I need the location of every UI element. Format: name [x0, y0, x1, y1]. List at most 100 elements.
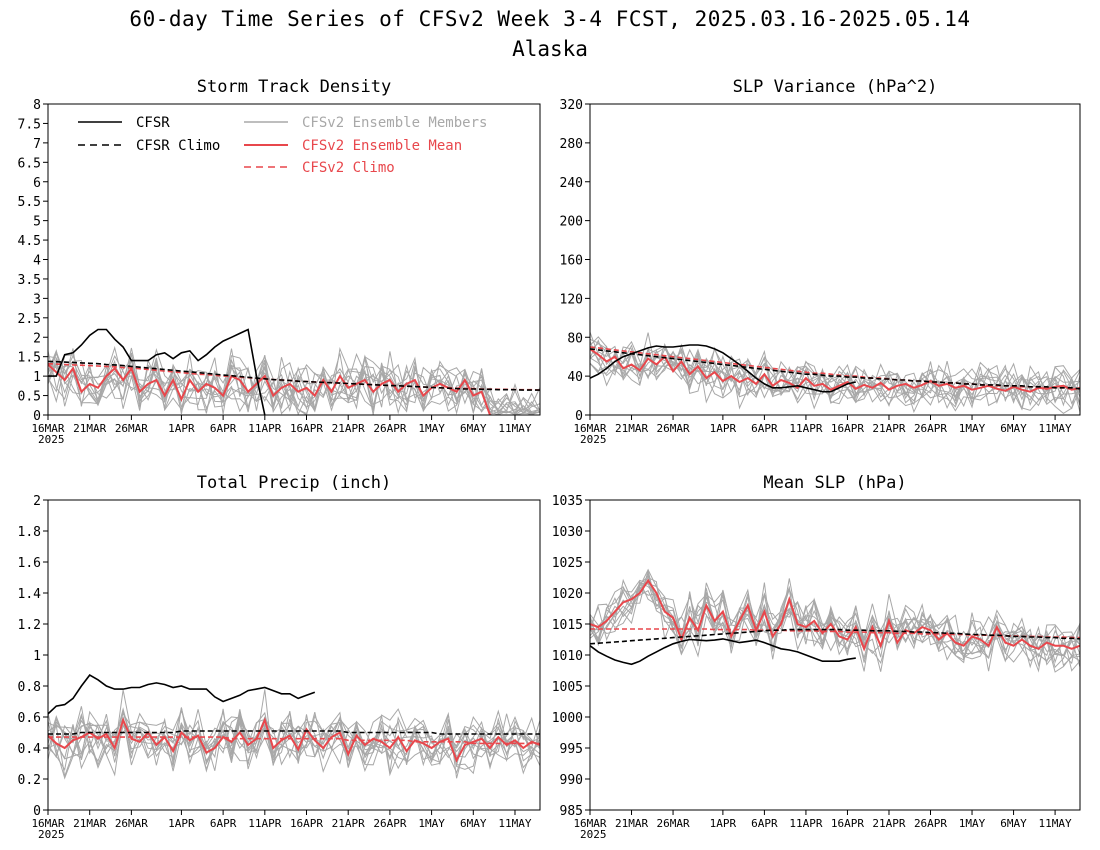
- x-tick-label: 21MAR: [615, 817, 648, 830]
- y-tick-label: 985: [560, 804, 583, 819]
- y-tick-label: 1005: [552, 680, 583, 695]
- y-tick-label: 2: [33, 331, 41, 346]
- y-tick-label: 1.2: [18, 618, 41, 633]
- ensemble-member-line: [48, 707, 540, 767]
- y-tick-label: 4.5: [18, 234, 41, 249]
- series-line-cfsr: [590, 638, 856, 666]
- y-tick-label: 320: [560, 98, 583, 113]
- y-tick-label: 6: [33, 176, 41, 191]
- x-tick-label: 16APR: [831, 817, 864, 830]
- x-tick-label: 16MAR: [573, 817, 606, 830]
- x-tick-label: 16APR: [290, 422, 323, 435]
- panel-title: SLP Variance (hPa^2): [733, 77, 938, 97]
- plot-frame: [47, 499, 541, 811]
- y-tick-label: 240: [560, 176, 583, 191]
- x-tick-label: 6APR: [210, 422, 237, 435]
- x-tick-label: 21APR: [332, 817, 365, 830]
- x-tick-label: 26MAR: [115, 422, 148, 435]
- y-tick-label: 1030: [552, 525, 583, 540]
- plot-area: [48, 674, 540, 780]
- ensemble-member-line: [48, 352, 540, 415]
- ensemble-member-line: [590, 572, 1080, 669]
- series-line-cfsr-climo: [48, 730, 540, 735]
- ensemble-member-line: [48, 712, 540, 780]
- x-tick-label: 6MAY: [1000, 817, 1027, 830]
- y-tick-label: 1.5: [18, 351, 41, 366]
- series-line-cfsr: [590, 344, 856, 393]
- x-tick-label: 1APR: [710, 422, 737, 435]
- legend-label-ens-mean: CFSv2 Ensemble Mean: [302, 138, 462, 154]
- x-tick-label: 16APR: [290, 817, 323, 830]
- series-line-ens-mean: [48, 363, 491, 415]
- x-tick-label: 11MAY: [498, 817, 531, 830]
- x-tick-label: 16APR: [831, 422, 864, 435]
- x-tick-label: 1APR: [168, 817, 195, 830]
- x-year-label: 2025: [580, 433, 607, 446]
- y-tick-label: 0.4: [18, 742, 42, 757]
- x-tick-label: 16MAR: [573, 422, 606, 435]
- y-tick-label: 0: [575, 409, 583, 424]
- x-tick-label: 26MAR: [656, 817, 689, 830]
- x-tick-label: 11APR: [248, 422, 281, 435]
- ensemble-member-line: [590, 582, 1080, 663]
- x-tick-label: 6APR: [210, 817, 237, 830]
- legend-label-members: CFSv2 Ensemble Members: [302, 115, 487, 131]
- y-tick-label: 1025: [552, 556, 583, 571]
- panel-title: Total Precip (inch): [197, 473, 391, 493]
- y-tick-label: 1.6: [18, 556, 41, 571]
- series-line-cfsr: [48, 328, 266, 415]
- x-tick-label: 6MAY: [1000, 422, 1027, 435]
- y-tick-label: 7: [33, 137, 41, 152]
- x-tick-label: 11MAY: [1039, 422, 1072, 435]
- panel-title: Storm Track Density: [197, 77, 391, 97]
- ensemble-member-line: [590, 578, 1080, 667]
- y-tick-label: 990: [560, 773, 583, 788]
- chart-panel-3: Total Precip (inch) 0 0.2 0.4 0.6 0.8 1 1.2 1.4 1…: [18, 473, 541, 841]
- legend-label-cfsv2-climo: CFSv2 Climo: [302, 160, 395, 176]
- x-tick-label: 21APR: [872, 817, 905, 830]
- y-tick-label: 5: [33, 215, 41, 230]
- y-tick-label: 0.5: [18, 390, 41, 405]
- x-tick-label: 11MAY: [498, 422, 531, 435]
- x-tick-label: 11APR: [248, 817, 281, 830]
- x-tick-label: 21MAR: [73, 422, 106, 435]
- x-tick-label: 26APR: [373, 422, 406, 435]
- x-tick-label: 1APR: [168, 422, 195, 435]
- y-tick-label: 1015: [552, 618, 583, 633]
- figure-title: 60-day Time Series of CFSv2 Week 3-4 FCS…: [129, 7, 971, 31]
- y-tick-label: 4: [33, 254, 41, 269]
- ensemble-member-line: [590, 331, 1080, 412]
- y-tick-label: 1000: [552, 711, 583, 726]
- plot-area: [590, 331, 1080, 415]
- x-tick-label: 26APR: [914, 422, 947, 435]
- chart-panel-1: Storm Track Density 0 0.5 1 1.5 2 2.5 3 3.5 4 4.5 5…: [18, 77, 541, 446]
- y-tick-label: 1.8: [18, 525, 41, 540]
- plot-area: [48, 328, 540, 415]
- y-tick-label: 280: [560, 137, 583, 152]
- y-tick-label: 3.5: [18, 273, 41, 288]
- y-tick-label: 40: [567, 370, 583, 385]
- y-tick-label: 0: [33, 409, 41, 424]
- x-tick-label: 11MAY: [1039, 817, 1072, 830]
- series-line-cfsr-climo: [590, 628, 1080, 645]
- y-tick-label: 120: [560, 292, 583, 307]
- legend: CFSR CFSR Climo CFSv2 Ensemble Members CFSv…: [78, 115, 487, 176]
- x-tick-label: 6APR: [751, 817, 778, 830]
- x-tick-label: 6APR: [751, 422, 778, 435]
- y-tick-label: 0.8: [18, 680, 41, 695]
- y-tick-label: 3: [33, 292, 41, 307]
- series-line-ens-mean: [590, 348, 1080, 393]
- x-tick-label: 1MAY: [418, 817, 445, 830]
- y-tick-label: 0.6: [18, 711, 41, 726]
- x-year-label: 2025: [38, 828, 65, 841]
- x-tick-label: 26MAR: [656, 422, 689, 435]
- series-line-cfsr-climo: [48, 360, 540, 391]
- x-tick-label: 21APR: [332, 422, 365, 435]
- x-tick-label: 1MAY: [959, 817, 986, 830]
- x-tick-label: 16MAR: [31, 817, 64, 830]
- ensemble-member-line: [48, 348, 540, 415]
- x-tick-label: 1APR: [710, 817, 737, 830]
- chart-panel-2: SLP Variance (hPa^2) 0 40 80 120 160 200 240 280…: [560, 77, 1081, 446]
- series-line-ens-mean: [48, 717, 540, 763]
